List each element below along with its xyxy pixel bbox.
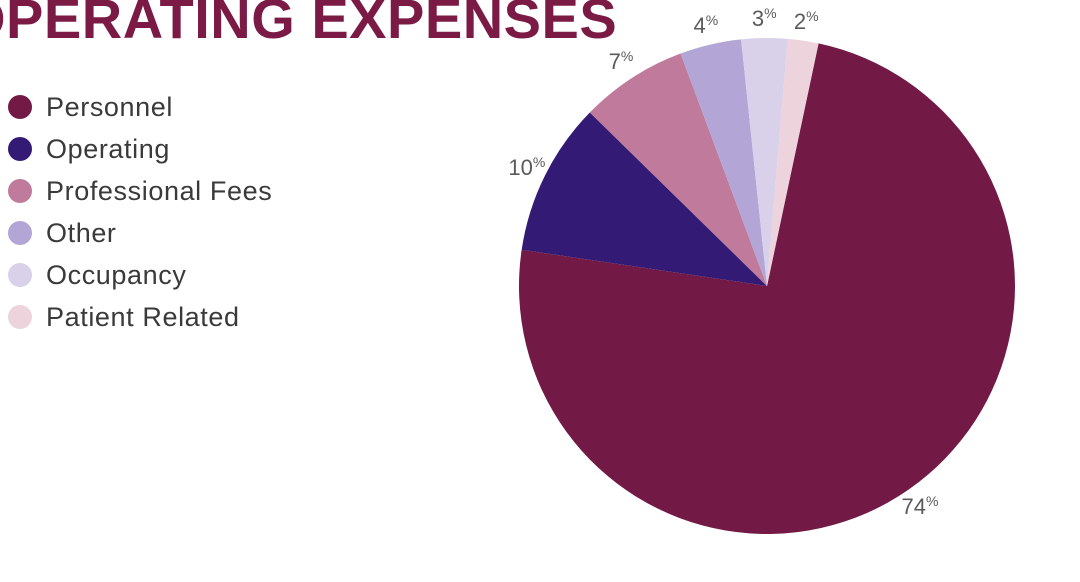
legend-label-operating: Operating xyxy=(46,133,170,164)
legend-label-occupancy: Occupancy xyxy=(46,259,187,290)
value-label-other: 4% xyxy=(693,12,718,38)
slice-personnel xyxy=(518,43,1015,535)
legend-label-other: Other xyxy=(46,217,117,248)
legend-label-personnel: Personnel xyxy=(46,91,173,122)
legend-marker-personnel xyxy=(8,95,32,119)
pie-slices xyxy=(518,38,1015,535)
legend-marker-operating xyxy=(8,137,32,161)
legend-marker-professional-fees xyxy=(8,179,32,203)
legend-item-patient-related: Patient Related xyxy=(8,296,272,338)
value-label-professional-fees: 7% xyxy=(609,48,634,74)
legend-label-professional-fees: Professional Fees xyxy=(46,175,273,206)
value-label-patient-related: 2% xyxy=(794,8,819,34)
legend-item-professional-fees: Professional Fees xyxy=(8,170,272,212)
legend: Personnel Operating Professional Fees Ot… xyxy=(8,86,272,338)
legend-marker-occupancy xyxy=(8,263,32,287)
pie-value-labels: 74% 10% 7% 4% 3% 2% xyxy=(508,5,938,519)
value-label-personnel: 74% xyxy=(902,493,939,519)
legend-item-occupancy: Occupancy xyxy=(8,254,272,296)
slice-professional-fees xyxy=(589,53,767,286)
legend-marker-other xyxy=(8,221,32,245)
legend-item-operating: Operating xyxy=(8,128,272,170)
value-label-operating: 10% xyxy=(508,154,545,180)
value-label-occupancy: 3% xyxy=(752,5,777,31)
slice-operating xyxy=(521,112,767,286)
slice-occupancy xyxy=(741,38,788,286)
slice-other xyxy=(680,39,767,286)
legend-item-personnel: Personnel xyxy=(8,86,272,128)
legend-label-patient-related: Patient Related xyxy=(46,301,240,332)
legend-item-other: Other xyxy=(8,212,272,254)
chart-title: OPERATING EXPENSES xyxy=(0,0,618,50)
slice-patient-related xyxy=(767,38,819,287)
legend-marker-patient-related xyxy=(8,305,32,329)
